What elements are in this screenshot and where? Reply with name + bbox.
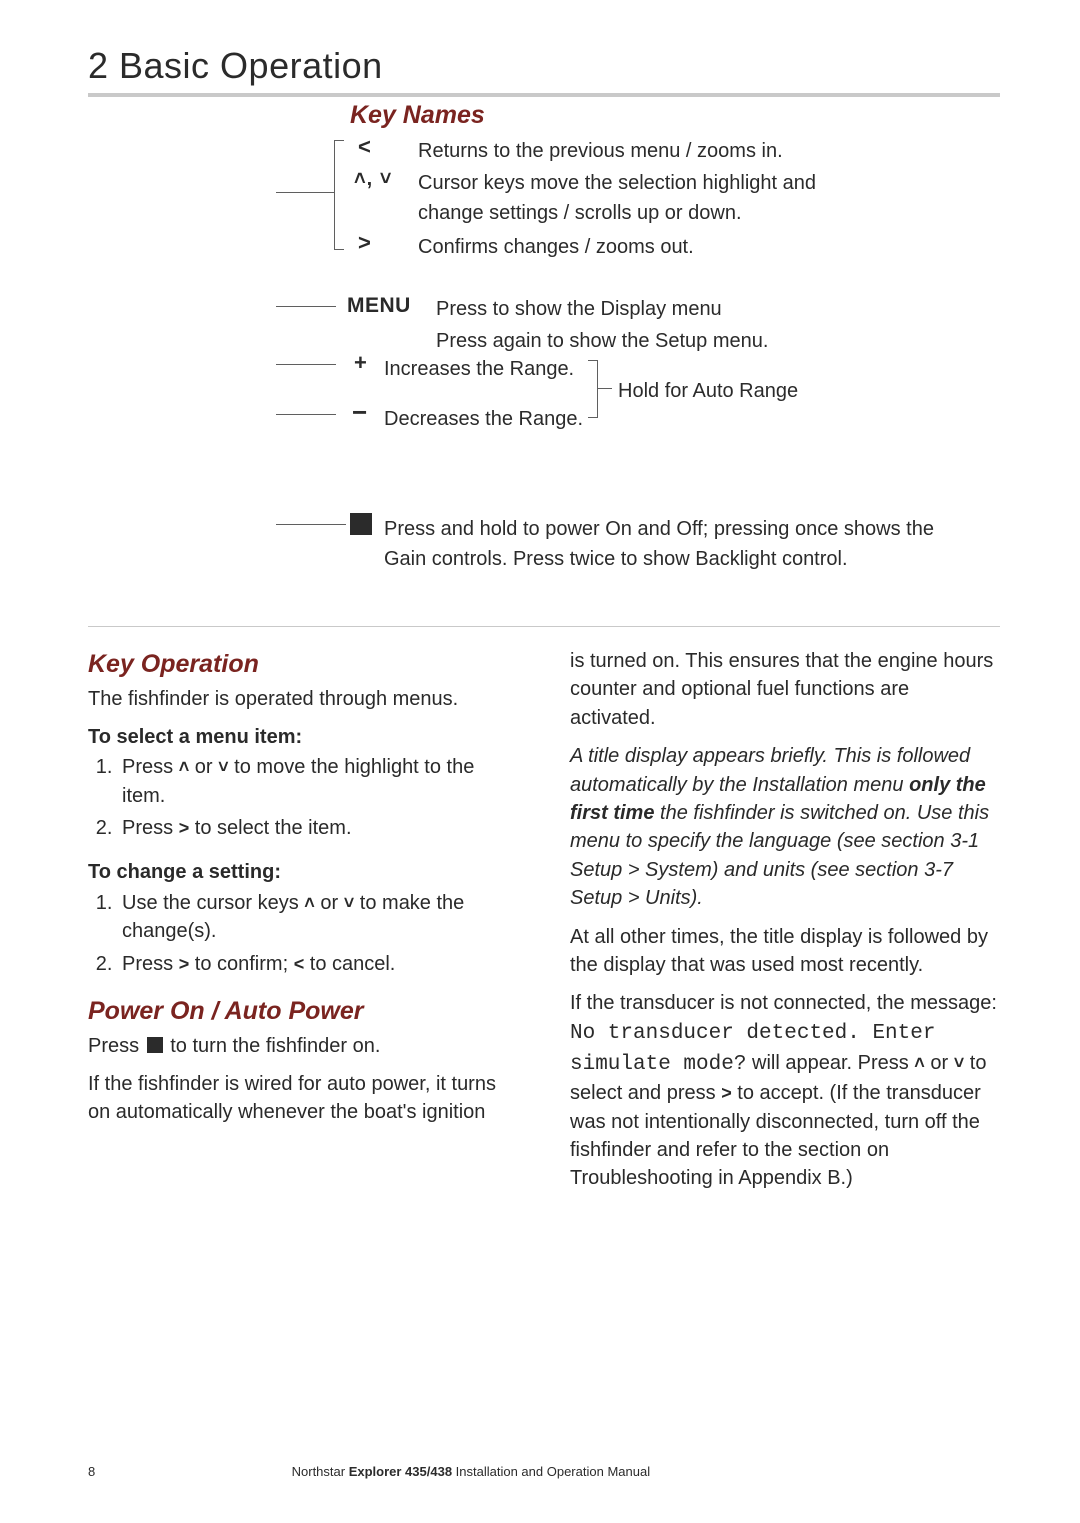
poweron-heading: Power On / Auto Power [88,994,518,1030]
leader-power [276,524,346,525]
bracket-autorange [588,360,598,418]
key-operation-intro: The fishfinder is operated through menus… [88,685,518,713]
leader-arrows [276,192,334,193]
text: will appear. Press [746,1052,914,1074]
poweron-p2: If the fishfinder is wired for auto powe… [88,1070,518,1127]
key-updown-desc: Cursor keys move the selection highlight… [418,168,878,228]
change-step-1: Use the cursor keys ˄ or ˅ to make the c… [118,889,518,946]
leader-menu [276,306,336,307]
text: to confirm; [189,953,293,975]
text: or [189,756,218,778]
power-icon [147,1037,163,1053]
text: or [925,1052,954,1074]
key-minus-desc: Decreases the Range. [384,404,583,434]
key-plus-icon: + [354,350,367,376]
lt-icon: < [294,954,305,974]
key-left-icon: < [358,134,371,160]
leader-autorange [598,388,612,389]
keynames-heading: Key Names [350,101,1000,130]
key-minus-icon: − [352,397,367,428]
up-icon: ˄ [304,893,315,913]
up-icon: ˄ [179,757,190,777]
text: Press [122,817,179,839]
key-plus-desc: Increases the Range. [384,354,574,384]
down-icon: ˅ [954,1053,965,1073]
change-step-2: Press > to confirm; < to cancel. [118,950,518,978]
select-step-2: Press > to select the item. [118,814,518,842]
chapter-title: 2 Basic Operation [88,45,1000,87]
right-p1: is turned on. This ensures that the engi… [570,647,1000,732]
right-p3: At all other times, the title display is… [570,923,1000,980]
left-column: Key Operation The fishfinder is operated… [88,639,518,1203]
key-operation-heading: Key Operation [88,647,518,683]
key-menu-desc1: Press to show the Display menu [436,294,722,324]
right-column: is turned on. This ensures that the engi… [570,639,1000,1203]
divider-thick [88,93,1000,97]
up-icon: ˄ [914,1053,925,1073]
footer-tail: Installation and Operation Manual [452,1464,650,1479]
select-heading: To select a menu item: [88,723,518,751]
leader-plus [276,364,336,365]
leader-minus [276,414,336,415]
text: to turn the fishfinder on. [165,1035,381,1057]
key-menu-desc2: Press again to show the Setup menu. [436,326,768,356]
bracket-arrows [334,140,344,250]
text: to select the item. [189,817,351,839]
key-left-desc: Returns to the previous menu / zooms in. [418,136,783,166]
page-number: 8 [88,1464,288,1479]
right-ital: A title display appears briefly. This is… [570,742,1000,912]
columns: Key Operation The fishfinder is operated… [88,639,1000,1203]
gt-icon: > [179,954,190,974]
key-power-desc: Press and hold to power On and Off; pres… [384,514,964,574]
text: or [315,892,344,914]
select-step-1: Press ˄ or ˅ to move the highlight to th… [118,753,518,810]
key-right-icon: > [358,230,371,256]
down-icon: ˅ [344,893,355,913]
text: Press [88,1035,145,1057]
text: Press [122,953,179,975]
footer-model: Explorer 435/438 [349,1464,452,1479]
down-icon: ˅ [218,757,229,777]
text: to cancel. [304,953,395,975]
divider-thin [88,626,1000,627]
key-updown-icon: ˄, ˅ [354,168,392,191]
poweron-p1: Press to turn the fishfinder on. [88,1032,518,1060]
key-right-desc: Confirms changes / zooms out. [418,232,694,262]
page-footer: 8 Northstar Explorer 435/438 Installatio… [88,1464,1000,1479]
text: If the transducer is not connected, the … [570,992,997,1014]
right-p4: If the transducer is not connected, the … [570,989,1000,1193]
key-menu-label: MENU [347,294,411,318]
page: 2 Basic Operation Key Names < Returns to… [0,0,1080,1523]
keynames-diagram: < Returns to the previous menu / zooms i… [88,136,1000,596]
gt-icon: > [721,1083,732,1103]
autorange-label: Hold for Auto Range [618,376,798,406]
power-icon [350,513,372,535]
gt-icon: > [179,818,190,838]
footer-brand: Northstar [292,1464,349,1479]
change-list: Use the cursor keys ˄ or ˅ to make the c… [88,889,518,978]
text: Press [122,756,179,778]
change-heading: To change a setting: [88,858,518,886]
text: Use the cursor keys [122,892,304,914]
select-list: Press ˄ or ˅ to move the highlight to th… [88,753,518,842]
